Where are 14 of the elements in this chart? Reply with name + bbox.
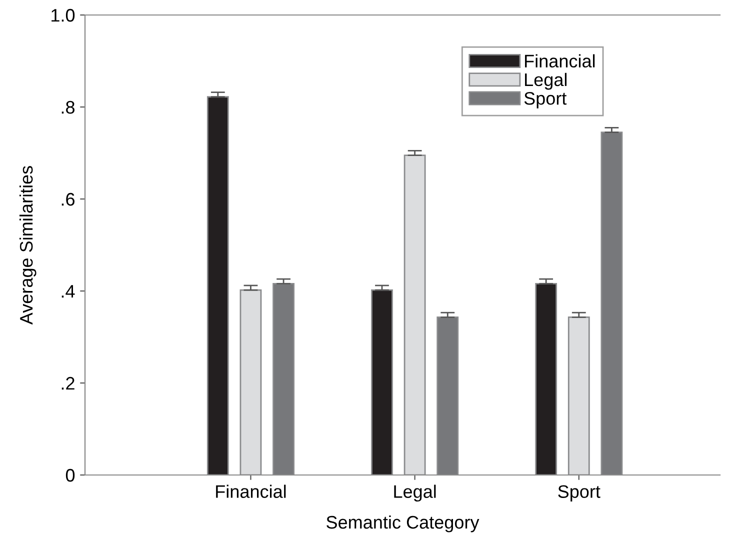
x-tick-label: Financial <box>216 484 286 498</box>
x-axis-title: Semantic Category <box>326 515 480 532</box>
y-tick-label: .4 <box>62 285 75 298</box>
y-tick-label: 0 <box>66 468 75 482</box>
y-axis-title: Average Similarities <box>19 166 36 325</box>
x-tick-label: Sport <box>558 485 600 502</box>
y-tick-label: 1.0 <box>52 8 75 22</box>
y-tick-label: .8 <box>62 100 74 114</box>
legend-label: Sport <box>524 92 567 108</box>
y-tick-label: .6 <box>62 192 74 206</box>
y-tick-label: .2 <box>62 376 74 390</box>
x-tick-label: Legal <box>394 484 436 502</box>
legend-label: Legal <box>525 72 567 90</box>
legend-label: Financial <box>525 54 595 68</box>
